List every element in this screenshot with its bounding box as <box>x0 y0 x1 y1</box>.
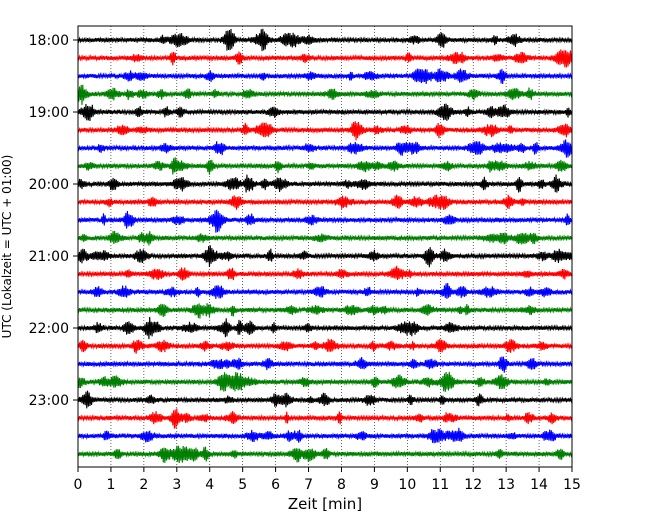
trace-group <box>77 28 573 464</box>
x-tick-label: 13 <box>497 477 515 493</box>
x-tick-label: 4 <box>205 477 214 493</box>
trace-1800 <box>77 28 573 52</box>
x-tick-label: 6 <box>271 477 280 493</box>
trace-2030 <box>77 209 573 233</box>
trace-2245 <box>77 371 573 392</box>
trace-2300 <box>77 390 573 409</box>
y-tick-label: 20:00 <box>29 177 69 193</box>
trace-2130 <box>77 283 573 300</box>
trace-1845 <box>77 84 573 105</box>
x-tick-label: 7 <box>304 477 313 493</box>
y-tick-label: 21:00 <box>29 249 69 265</box>
y-tick-label: 19:00 <box>29 105 69 121</box>
y-tick-label: 23:00 <box>29 393 69 409</box>
trace-1815 <box>77 49 573 68</box>
trace-2230 <box>77 356 573 373</box>
x-axis: 0 1 2 3 4 5 6 7 8 9 10 11 12 13 14 15 <box>74 467 581 493</box>
trace-2200 <box>77 316 573 340</box>
x-tick-label: 11 <box>431 477 449 493</box>
plot-frame <box>77 25 573 468</box>
trace-1945 <box>77 157 573 175</box>
x-tick-label: 5 <box>238 477 247 493</box>
trace-1830 <box>77 68 573 85</box>
y-tick-label: 18:00 <box>29 33 69 49</box>
trace-2115 <box>77 265 573 281</box>
y-axis: 18:00 19:00 20:00 21:00 22:00 23:00 <box>29 33 78 409</box>
trace-2000 <box>77 174 573 193</box>
trace-2315 <box>77 408 573 429</box>
x-tick-label: 9 <box>370 477 379 493</box>
trace-2100 <box>77 245 573 268</box>
trace-2215 <box>77 338 573 354</box>
x-tick-label: 12 <box>464 477 482 493</box>
x-tick-label: 14 <box>530 477 548 493</box>
trace-2345 <box>77 445 573 464</box>
trace-2145 <box>77 303 573 319</box>
trace-2330 <box>77 427 573 444</box>
x-tick-label: 8 <box>337 477 346 493</box>
trace-1930 <box>77 139 573 158</box>
trace-2045 <box>77 230 573 246</box>
x-tick-label: 15 <box>563 477 581 493</box>
x-tick-label: 10 <box>398 477 416 493</box>
y-tick-label: 22:00 <box>29 321 69 337</box>
x-tick-label: 2 <box>139 477 148 493</box>
x-tick-label: 1 <box>106 477 115 493</box>
x-tick-label: 0 <box>74 477 83 493</box>
trace-1915 <box>77 121 573 141</box>
x-axis-label: Zeit [min] <box>288 495 362 513</box>
trace-2015 <box>77 194 573 210</box>
y-axis-label: UTC (Lokalzeit = UTC + 01:00) <box>0 155 14 339</box>
x-tick-label: 3 <box>172 477 181 493</box>
trace-1900 <box>77 103 573 122</box>
